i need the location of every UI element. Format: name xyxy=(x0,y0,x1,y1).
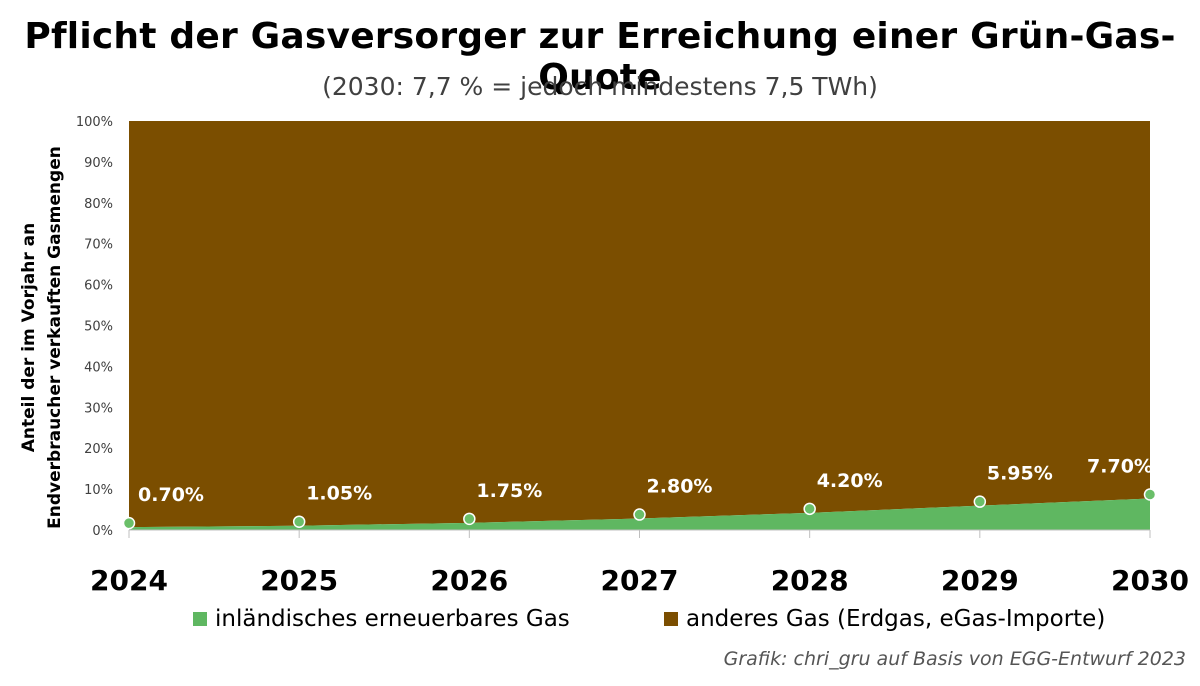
data-label: 0.70% xyxy=(138,484,204,506)
y-axis-label-line-2: Endverbraucher verkauften Gasmengen xyxy=(45,146,65,529)
y-tick-label: 90% xyxy=(84,156,113,171)
legend-swatch-green xyxy=(193,612,207,626)
area-anderes-gas xyxy=(129,121,1150,528)
data-point xyxy=(1143,488,1157,501)
y-tick-label: 0% xyxy=(92,524,113,539)
y-tick-label: 10% xyxy=(84,483,113,498)
y-tick-label: 80% xyxy=(84,197,113,212)
y-tick-label: 30% xyxy=(84,401,113,416)
x-tick-label: 2024 xyxy=(90,564,168,597)
y-tick-label: 40% xyxy=(84,360,113,375)
y-tick-label: 50% xyxy=(84,320,113,335)
legend-swatch-brown xyxy=(664,612,678,626)
data-label: 1.75% xyxy=(476,480,542,502)
data-label: 5.95% xyxy=(987,463,1053,485)
legend-item-green: inländisches erneuerbares Gas xyxy=(193,606,570,632)
x-tick-label: 2028 xyxy=(771,564,849,597)
legend-item-brown: anderes Gas (Erdgas, eGas-Importe) xyxy=(664,606,1105,632)
x-tick-label: 2030 xyxy=(1111,564,1189,597)
y-axis-label-line-1: Anteil der im Vorjahr an xyxy=(19,223,39,453)
x-tick-label: 2026 xyxy=(430,564,508,597)
x-tick-label: 2027 xyxy=(601,564,679,597)
area-inlaendisches-gas xyxy=(129,498,1150,530)
data-label: 4.20% xyxy=(817,470,883,492)
data-point xyxy=(973,495,987,508)
y-tick-label: 70% xyxy=(84,238,113,253)
y-tick-label: 100% xyxy=(76,115,113,130)
data-point xyxy=(633,508,646,521)
legend-label-brown: anderes Gas (Erdgas, eGas-Importe) xyxy=(686,606,1106,632)
chart-subtitle: (2030: 7,7 % = jedoch mindestens 7,5 TWh… xyxy=(322,72,878,101)
x-tick-label: 2029 xyxy=(941,564,1019,597)
y-tick-label: 20% xyxy=(84,442,113,457)
credit-text: Grafik: chri_gru auf Basis von EGG-Entwu… xyxy=(723,648,1186,670)
data-point xyxy=(292,515,306,528)
data-label: 7.70% xyxy=(1087,456,1153,478)
data-point xyxy=(463,512,476,526)
data-label: 1.05% xyxy=(306,483,372,505)
data-label: 2.80% xyxy=(647,476,713,498)
data-point xyxy=(122,516,136,530)
legend: inländisches erneuerbares Gas anderes Ga… xyxy=(0,606,1200,640)
y-tick-label: 60% xyxy=(84,279,113,294)
legend-label-green: inländisches erneuerbares Gas xyxy=(215,606,570,632)
data-point xyxy=(803,502,816,516)
chart-title: Pflicht der Gasversorger zur Erreichung … xyxy=(24,16,1176,98)
x-tick-label: 2025 xyxy=(260,564,338,597)
